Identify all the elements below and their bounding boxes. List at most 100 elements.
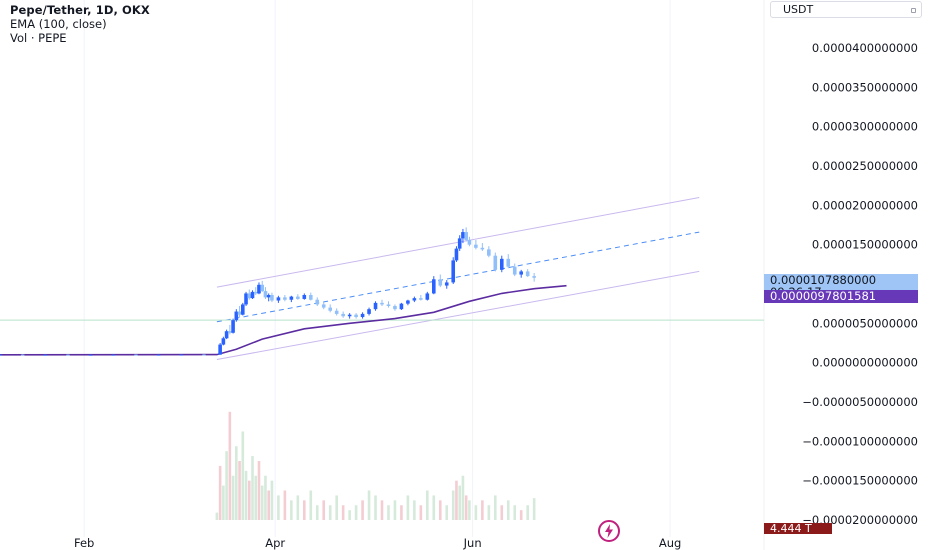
- volume-bar: [387, 505, 390, 520]
- volume-bar: [464, 495, 468, 520]
- volume-bar: [526, 505, 529, 520]
- volume-bar: [506, 500, 510, 520]
- volume-bar: [455, 480, 458, 520]
- candle-body: [386, 304, 391, 307]
- channel-midline: [216, 231, 700, 323]
- x-tick-label: Feb: [74, 536, 94, 550]
- volume-bar: [500, 505, 504, 520]
- volume-bar: [231, 475, 235, 520]
- volume-bar: [380, 500, 384, 520]
- candle-body: [247, 293, 252, 299]
- candle-body: [334, 310, 339, 314]
- volume-bar: [400, 505, 403, 520]
- candle-body: [487, 249, 491, 256]
- volume-bar: [481, 500, 484, 520]
- volume-bar: [532, 498, 536, 520]
- lightning-icon[interactable]: [597, 519, 621, 543]
- candle-body: [431, 279, 436, 294]
- volume-bar: [513, 505, 517, 520]
- candlesticks: [0, 227, 536, 356]
- candle-body: [202, 354, 206, 356]
- chart-legend: Pepe/Tether, 1D, OKX EMA (100, close) Vo…: [10, 3, 150, 45]
- volume-bar: [494, 495, 497, 520]
- volume-bars: [215, 411, 536, 520]
- volume-bar: [413, 500, 416, 520]
- y-tick-label: 0.0000250000000: [812, 159, 918, 173]
- volume-bar: [419, 505, 423, 520]
- candle-body: [315, 299, 320, 305]
- chart-grid: [83, 0, 765, 550]
- candle-body: [231, 320, 235, 333]
- candle-body: [244, 293, 248, 305]
- volume-bar: [406, 495, 410, 520]
- candle-body: [289, 296, 294, 300]
- currency-selector[interactable]: USDT: [770, 1, 922, 18]
- volume-bar: [303, 500, 306, 520]
- candle-body: [425, 293, 430, 300]
- volume-bar: [341, 505, 345, 520]
- volume-bar: [309, 490, 313, 520]
- candle-body: [519, 271, 524, 275]
- volume-bar: [238, 461, 241, 520]
- candle-body: [419, 298, 423, 300]
- y-tick-label: 0.0000050000000: [812, 316, 918, 330]
- volume-bar: [290, 500, 293, 520]
- volume-bar: [451, 490, 455, 520]
- volume-bar: [374, 495, 377, 520]
- candle-body: [464, 232, 468, 240]
- volume-bar: [474, 505, 478, 520]
- symbol-title[interactable]: Pepe/Tether, 1D, OKX: [10, 3, 150, 17]
- candle-body: [302, 295, 307, 299]
- volume-bar: [264, 475, 267, 520]
- candle-body: [111, 354, 116, 356]
- candle-body: [328, 307, 333, 311]
- price-axis[interactable]: 0.0000400000000 0.0000350000000 0.00003000…: [802, 41, 918, 527]
- trend-channel[interactable]: [216, 196, 700, 361]
- y-tick-label: 0.0000400000000: [812, 41, 918, 55]
- volume-bar: [215, 512, 219, 520]
- candle-body: [380, 302, 384, 305]
- candle-body: [218, 344, 222, 355]
- volume-bar: [244, 470, 248, 520]
- volume-bar: [254, 475, 258, 520]
- candle-body: [234, 311, 239, 321]
- candle-body: [253, 291, 258, 294]
- candle-body: [457, 238, 462, 249]
- candle-body: [532, 276, 536, 278]
- volume-bar: [228, 411, 232, 520]
- candle-body: [224, 331, 229, 339]
- candle-body: [480, 247, 485, 250]
- candle-body: [66, 354, 70, 356]
- candle-body: [257, 284, 261, 294]
- candle-body: [525, 271, 530, 277]
- candle-body: [347, 314, 352, 317]
- volume-bar: [445, 505, 449, 520]
- candle-body: [499, 258, 504, 270]
- time-axis[interactable]: Feb Apr Jun Aug: [74, 536, 681, 550]
- candle-body: [399, 303, 404, 310]
- volume-bar: [251, 456, 254, 520]
- volume-bar: [235, 446, 238, 520]
- candle-body: [461, 232, 465, 239]
- volume-bar: [461, 475, 465, 520]
- volume-bar: [458, 485, 461, 520]
- ema-legend[interactable]: EMA (100, close): [10, 17, 107, 31]
- volume-bar: [283, 490, 287, 520]
- candle-body: [43, 354, 48, 356]
- candle-body: [88, 354, 93, 356]
- candle-body: [493, 255, 498, 270]
- candle-body: [237, 311, 242, 315]
- volume-bar: [260, 485, 264, 520]
- candle-body: [412, 298, 417, 301]
- candle-body: [367, 309, 371, 314]
- ema-line: [0, 284, 567, 356]
- ema-price-tag: 0.0000097801581: [764, 290, 918, 303]
- volume-bar: [225, 451, 228, 520]
- volume-legend[interactable]: Vol · PEPE: [10, 31, 67, 45]
- candle-body: [373, 302, 378, 310]
- volume-bar: [328, 505, 332, 520]
- candle-body: [341, 313, 345, 317]
- volume-bar: [257, 461, 261, 520]
- channel-boundary: [216, 270, 700, 361]
